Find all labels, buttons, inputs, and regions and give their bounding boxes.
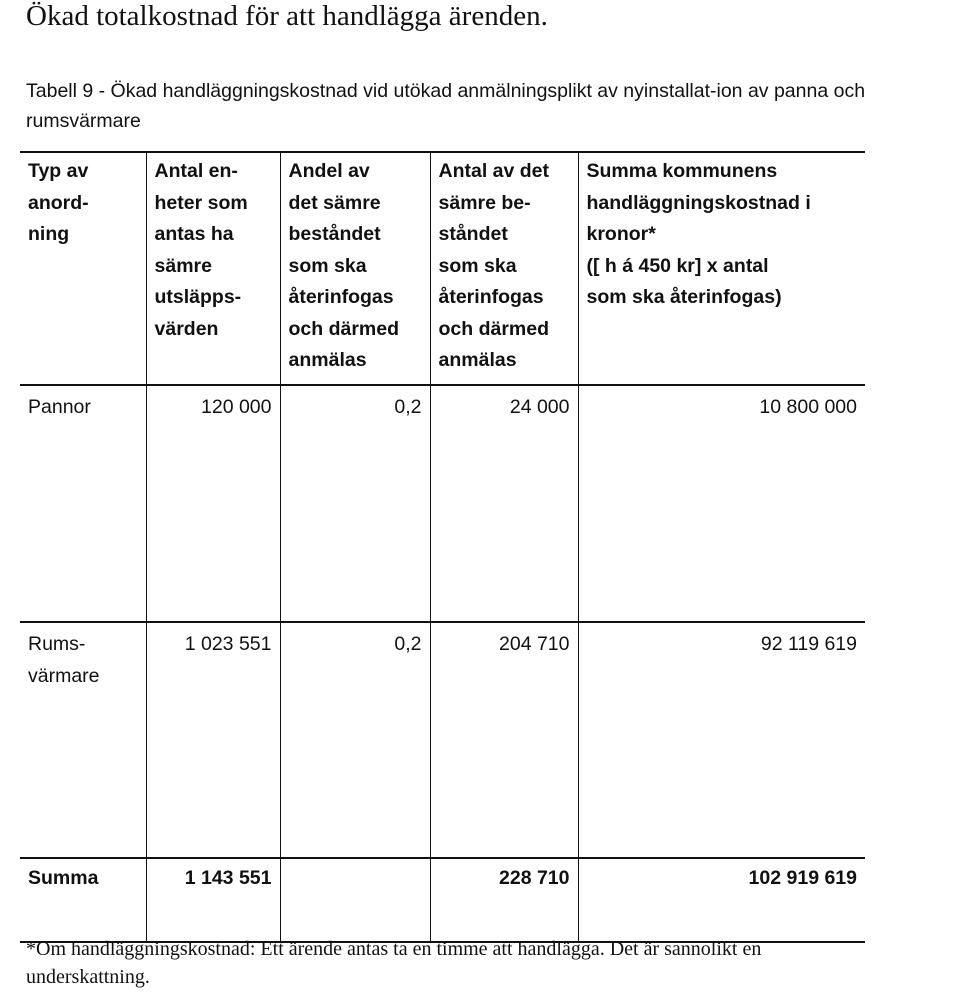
table-caption: Tabell 9 - Ökad handläggningskostnad vid… [26, 80, 866, 132]
table-header-row: Typ av anord- ning Antal en- heter som a… [20, 152, 865, 385]
section-heading: Ökad totalkostnad för att handlägga ären… [26, 0, 548, 32]
header-type: Typ av anord- ning [28, 160, 89, 245]
cell-units: 1 023 551 [145, 622, 280, 859]
cell-share [279, 858, 430, 943]
cell-cost: 102 919 619 [577, 858, 865, 943]
cell-share: 0,2 [279, 385, 430, 623]
table-row: Rums- värmare 1 023 551 0,2 204 710 92 1… [20, 622, 865, 859]
footnote: *Om handläggningskostnad: Ett ärende ant… [26, 938, 762, 988]
cell-type: Pannor [20, 385, 146, 623]
cell-count: 24 000 [429, 385, 578, 623]
header-cost: Summa kommunens handläggningskostnad i k… [577, 152, 865, 385]
header-count: Antal av det sämre be- ståndet som ska å… [429, 152, 578, 385]
header-share: Andel av det sämre beståndet som ska åte… [279, 152, 430, 385]
cell-count: 204 710 [429, 622, 578, 859]
cell-type: Summa [20, 858, 146, 943]
cell-cost: 10 800 000 [577, 385, 865, 623]
cell-cost: 92 119 619 [577, 622, 865, 859]
table-row: Pannor 120 000 0,2 24 000 10 800 000 [20, 385, 865, 623]
cell-units: 1 143 551 [145, 858, 280, 943]
table-total-row: Summa 1 143 551 228 710 102 919 619 [20, 858, 865, 943]
cell-units: 120 000 [145, 385, 280, 623]
cell-share: 0,2 [279, 622, 430, 859]
cell-count: 228 710 [429, 858, 578, 943]
cell-type: Rums- värmare [20, 622, 146, 859]
cost-table: Typ av anord- ning Antal en- heter som a… [20, 151, 865, 943]
header-units: Antal en- heter som antas ha sämre utslä… [145, 152, 280, 385]
